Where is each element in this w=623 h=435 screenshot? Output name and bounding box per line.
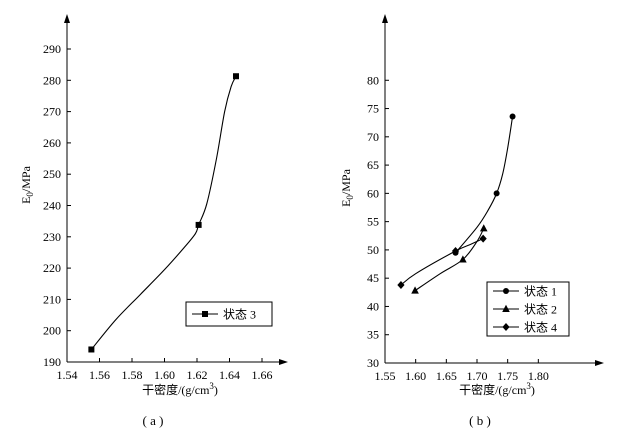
x-axis-label-base: 干密度/(g/cm	[459, 382, 527, 397]
series-line-1	[414, 228, 485, 292]
y-axis-label-base: E	[19, 197, 33, 204]
x-axis-label: 干密度/(g/cm3)	[459, 381, 535, 397]
y-tick-label: 210	[43, 292, 61, 306]
legend-marker	[503, 288, 509, 294]
y-axis-label-sub: 0	[25, 192, 35, 197]
y-axis-arrow	[382, 14, 388, 23]
y-tick-label: 30	[367, 356, 379, 370]
y-tick-label: 75	[367, 102, 379, 116]
x-tick-label: 1.70	[467, 369, 488, 383]
x-tick-label: 1.64	[219, 368, 240, 382]
y-axis-label-sub: 0	[345, 195, 355, 200]
y-tick-label: 55	[367, 215, 379, 229]
data-point	[509, 113, 516, 120]
legend-label: 状态 2	[524, 303, 557, 317]
legend: 状态 3	[185, 301, 273, 327]
y-tick-label: 270	[43, 105, 61, 119]
y-tick-label: 190	[43, 355, 61, 369]
data-point	[88, 346, 95, 353]
x-tick-label: 1.62	[187, 368, 208, 382]
y-tick-label: 240	[43, 199, 61, 213]
data-point	[479, 234, 487, 243]
y-tick-label: 250	[43, 167, 61, 181]
x-tick-label: 1.65	[436, 369, 457, 383]
x-tick-label: 1.60	[405, 369, 426, 383]
chart-b: 1.55 1.60 1.65 1.70 1.75 1.803035404550556065…	[339, 14, 604, 428]
y-axis-label-tail: /MPa	[19, 165, 33, 192]
panel-label-a: ( a )	[143, 413, 164, 428]
x-tick-label: 1.55	[375, 369, 396, 383]
x-axis-label-tail: )	[214, 383, 218, 397]
y-axis-label-base: E	[339, 200, 353, 207]
x-axis-arrow	[595, 360, 604, 366]
data-point	[493, 190, 500, 197]
x-tick-label: 1.54	[57, 368, 78, 382]
y-axis-label: E0/MPa	[339, 168, 355, 207]
x-axis-label-sup: 3	[526, 381, 531, 391]
y-tick-label: 260	[43, 136, 61, 150]
x-tick-label: 1.66	[252, 368, 273, 382]
series-line-2	[400, 238, 484, 286]
x-axis-label: 干密度/(g/cm3)	[142, 381, 218, 397]
x-axis-label-tail: )	[531, 383, 535, 397]
y-tick-label: 70	[367, 130, 379, 144]
x-axis-label-base: 干密度/(g/cm	[142, 382, 210, 397]
y-tick-label: 65	[367, 158, 379, 172]
y-tick-label: 80	[367, 73, 379, 87]
legend-marker	[502, 323, 510, 331]
data-point	[411, 286, 419, 294]
x-tick-label: 1.75	[497, 369, 518, 383]
x-axis-label-sup: 3	[209, 381, 214, 391]
y-tick-label: 230	[43, 230, 61, 244]
x-tick-label: 1.58	[122, 368, 143, 382]
legend-marker	[502, 304, 510, 312]
y-tick-label: 290	[43, 42, 61, 56]
x-axis-arrow	[279, 359, 288, 365]
y-axis-label: E0/MPa	[19, 165, 35, 204]
y-tick-label: 35	[367, 328, 379, 342]
plot-area	[397, 113, 516, 294]
panel-label-b: ( b )	[469, 413, 491, 428]
x-tick-label: 1.60	[154, 368, 175, 382]
series-line-0	[455, 116, 514, 254]
y-tick-label: 200	[43, 324, 61, 338]
x-tick-label: 1.56	[89, 368, 110, 382]
data-point	[233, 73, 239, 80]
data-point	[479, 224, 488, 232]
data-point	[451, 247, 460, 256]
y-tick-label: 45	[367, 271, 379, 285]
data-point	[397, 280, 405, 289]
plot-area	[88, 73, 239, 353]
y-tick-label: 280	[43, 73, 61, 87]
y-tick-label: 60	[367, 186, 379, 200]
y-axis-arrow	[64, 14, 70, 23]
x-tick-label: 1.80	[528, 369, 549, 383]
y-tick-label: 40	[367, 299, 379, 313]
series-line-0	[90, 75, 237, 350]
data-point	[459, 255, 467, 263]
legend-label: 状态 3	[223, 308, 256, 322]
legend-label: 状态 1	[524, 285, 557, 299]
legend-label: 状态 4	[524, 321, 557, 335]
y-axis-label-tail: /MPa	[339, 168, 353, 195]
data-point	[195, 221, 202, 228]
legend-marker	[202, 311, 208, 317]
chart-a: 1.54 1.56 1.58 1.60 1.62 1.64 1.66 190 200 210 220…	[19, 14, 288, 428]
y-tick-label: 220	[43, 261, 61, 275]
legend: 状态 1 状态 2 状态 4	[486, 281, 570, 337]
y-tick-label: 50	[367, 243, 379, 257]
